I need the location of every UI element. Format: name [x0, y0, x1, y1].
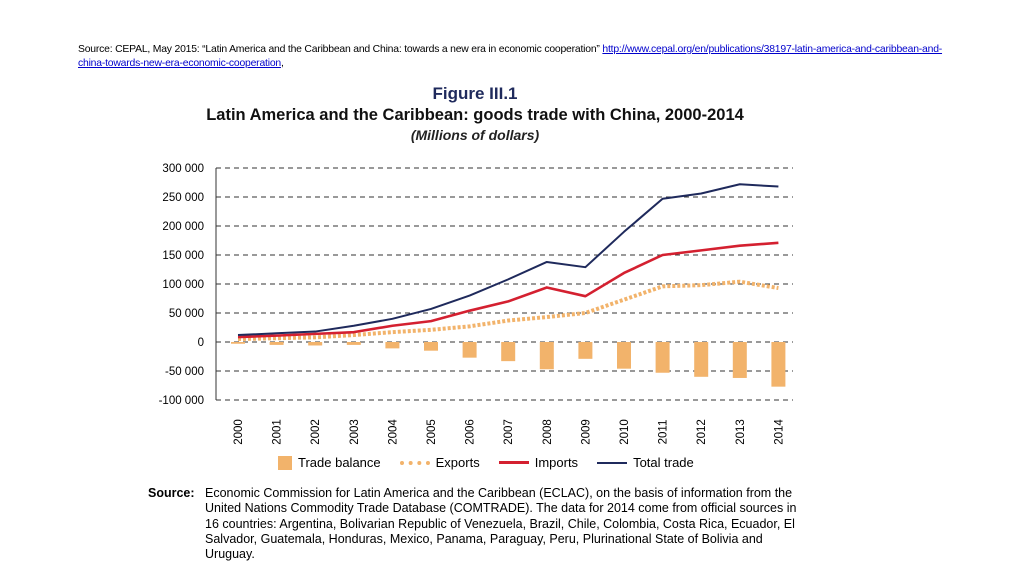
- source-citation-text: Source: CEPAL, May 2015: “Latin America …: [78, 44, 603, 55]
- legend-swatch-imports: [498, 461, 529, 464]
- legend-label-trade-balance: Trade balance: [298, 455, 381, 470]
- figure-number: Figure III.1: [432, 84, 518, 103]
- x-tick-label: 2012: [696, 419, 708, 445]
- bar-trade-balance: [771, 342, 786, 387]
- source-note-text: Economic Commission for Latin America an…: [205, 486, 797, 562]
- bar-trade-balance: [617, 342, 631, 369]
- source-citation: Source: CEPAL, May 2015: “Latin America …: [78, 43, 948, 71]
- x-tick-label: 2008: [542, 419, 554, 445]
- x-tick-label: 2004: [387, 419, 399, 445]
- source-link[interactable]: http://www.cepal.org/en/publications/381…: [78, 44, 943, 69]
- bar-trade-balance: [578, 342, 593, 359]
- x-tick-label: 2003: [349, 419, 361, 445]
- y-tick-label: 0: [198, 337, 204, 349]
- bar-trade-balance: [346, 342, 361, 345]
- chart-legend: Trade balance Exports Imports Total trad…: [278, 455, 713, 470]
- x-tick-label: 2002: [310, 419, 322, 445]
- bar-trade-balance: [269, 342, 284, 345]
- x-tick-label: 2013: [735, 419, 747, 445]
- x-tick-label: 2007: [503, 419, 515, 445]
- x-tick-label: 2014: [773, 419, 785, 445]
- legend-item-trade-balance: Trade balance: [278, 455, 381, 470]
- x-tick-label: 2009: [580, 419, 592, 445]
- legend-swatch-trade-balance: [278, 455, 292, 470]
- legend-swatch-total-trade: [597, 461, 628, 464]
- y-tick-label: -50 000: [165, 366, 204, 378]
- y-tick-label: 300 000: [162, 163, 204, 175]
- source-note-label: Source:: [148, 486, 195, 500]
- x-tick-label: 2001: [272, 419, 284, 445]
- y-tick-label: 100 000: [162, 279, 204, 291]
- bar-trade-balance: [231, 342, 245, 344]
- legend-item-imports: Imports: [498, 455, 579, 470]
- legend-label-total-trade: Total trade: [633, 455, 694, 470]
- bar-trade-balance: [308, 342, 323, 346]
- bar-trade-balance: [501, 342, 516, 362]
- line-imports: [237, 241, 779, 339]
- chart-subtitle: (Millions of dollars): [410, 127, 540, 143]
- y-tick-label: 250 000: [162, 192, 204, 204]
- legend-label-imports: Imports: [534, 455, 579, 470]
- x-tick-label: 2000: [233, 419, 245, 445]
- bar-trade-balance: [732, 342, 747, 378]
- source-citation-suffix: ,: [280, 58, 284, 69]
- bar-trade-balance: [385, 342, 400, 349]
- x-tick-label: 2005: [426, 419, 438, 445]
- legend-item-exports: Exports: [399, 455, 480, 470]
- legend-swatch-exports: [399, 460, 430, 465]
- chart-title: Latin America and the Caribbean: goods t…: [206, 106, 744, 124]
- y-tick-label: -100 000: [159, 395, 204, 407]
- bar-trade-balance: [424, 342, 438, 351]
- y-tick-label: 150 000: [162, 250, 204, 262]
- legend-label-exports: Exports: [435, 455, 480, 470]
- y-tick-label: 200 000: [162, 221, 204, 233]
- bar-trade-balance: [539, 342, 554, 370]
- line-exports: [237, 279, 779, 342]
- bar-trade-balance: [462, 342, 477, 358]
- x-tick-label: 2011: [658, 420, 670, 445]
- bar-trade-balance: [694, 342, 709, 377]
- line-total-trade: [237, 183, 779, 337]
- x-tick-label: 2010: [619, 419, 631, 445]
- y-tick-label: 50 000: [169, 308, 204, 320]
- bar-trade-balance: [655, 342, 670, 373]
- source-note: Source: Economic Commission for Latin Am…: [148, 486, 828, 562]
- x-tick-label: 2006: [465, 419, 477, 445]
- legend-item-total-trade: Total trade: [597, 455, 694, 470]
